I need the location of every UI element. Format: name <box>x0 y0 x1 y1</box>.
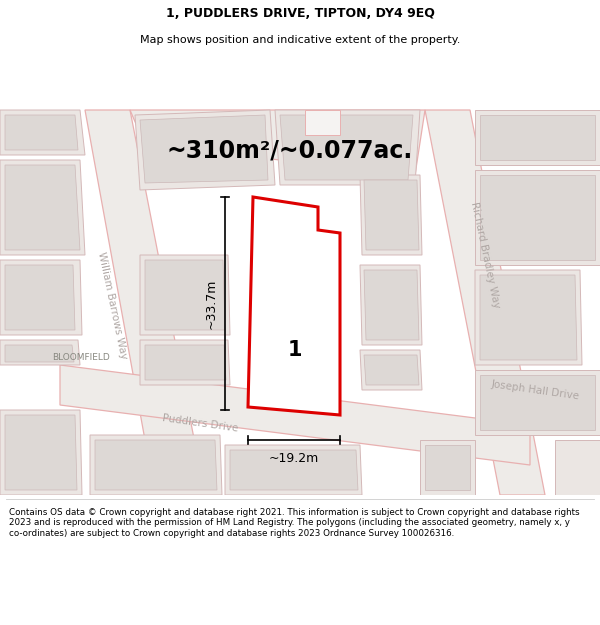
Polygon shape <box>360 175 422 255</box>
Polygon shape <box>140 115 268 183</box>
Polygon shape <box>140 255 230 335</box>
Text: Puddlers Drive: Puddlers Drive <box>161 412 239 433</box>
Polygon shape <box>425 445 470 490</box>
Polygon shape <box>5 165 80 250</box>
Polygon shape <box>5 415 77 490</box>
Polygon shape <box>130 110 425 175</box>
Polygon shape <box>95 440 217 490</box>
Polygon shape <box>360 350 422 390</box>
Text: Map shows position and indicative extent of the property.: Map shows position and indicative extent… <box>140 34 460 44</box>
Polygon shape <box>360 265 422 345</box>
Polygon shape <box>475 170 600 265</box>
Polygon shape <box>0 260 82 335</box>
Polygon shape <box>248 197 340 415</box>
Polygon shape <box>480 115 595 160</box>
Polygon shape <box>140 340 230 385</box>
Polygon shape <box>425 110 545 495</box>
Polygon shape <box>475 370 600 435</box>
Polygon shape <box>480 275 577 360</box>
Polygon shape <box>275 110 420 185</box>
Polygon shape <box>0 110 85 155</box>
Polygon shape <box>364 270 419 340</box>
Polygon shape <box>145 345 226 380</box>
Polygon shape <box>145 260 225 330</box>
Text: Contains OS data © Crown copyright and database right 2021. This information is : Contains OS data © Crown copyright and d… <box>9 508 580 538</box>
Polygon shape <box>475 270 582 365</box>
Polygon shape <box>305 110 340 135</box>
Text: 1, PUDDLERS DRIVE, TIPTON, DY4 9EQ: 1, PUDDLERS DRIVE, TIPTON, DY4 9EQ <box>166 8 434 20</box>
Text: BLOOMFIELD: BLOOMFIELD <box>52 352 110 361</box>
Polygon shape <box>135 110 275 190</box>
Polygon shape <box>230 450 358 490</box>
Polygon shape <box>60 365 530 465</box>
Text: ~33.7m: ~33.7m <box>205 278 218 329</box>
Polygon shape <box>85 110 205 495</box>
Polygon shape <box>0 160 85 255</box>
Text: Richard Bradley Way: Richard Bradley Way <box>469 201 501 309</box>
Polygon shape <box>364 355 419 385</box>
Polygon shape <box>420 440 475 495</box>
Polygon shape <box>555 440 600 495</box>
Polygon shape <box>0 410 82 495</box>
Polygon shape <box>5 265 75 330</box>
Text: William Barrows Way: William Barrows Way <box>96 251 128 359</box>
Polygon shape <box>364 180 419 250</box>
Polygon shape <box>90 435 222 495</box>
Polygon shape <box>480 175 595 260</box>
Polygon shape <box>480 375 595 430</box>
Polygon shape <box>475 110 600 165</box>
Polygon shape <box>225 445 362 495</box>
Polygon shape <box>5 345 74 362</box>
Text: Joseph Hall Drive: Joseph Hall Drive <box>490 379 580 401</box>
Polygon shape <box>5 115 78 150</box>
Text: 1: 1 <box>288 340 302 360</box>
Polygon shape <box>280 115 413 180</box>
Text: ~310m²/~0.077ac.: ~310m²/~0.077ac. <box>167 138 413 162</box>
Text: ~19.2m: ~19.2m <box>269 452 319 465</box>
Polygon shape <box>0 340 80 365</box>
